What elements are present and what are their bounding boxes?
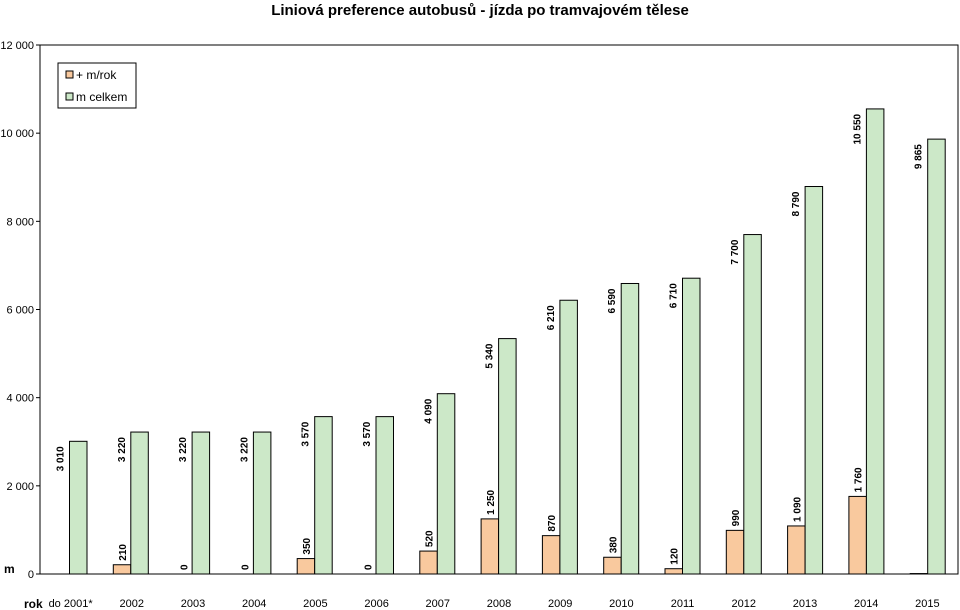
- data-label-increment: 1 760: [854, 467, 865, 492]
- data-label-total: 3 570: [362, 421, 373, 446]
- bar-total: [498, 338, 517, 575]
- x-tick-label: 2013: [793, 598, 817, 610]
- bar-total: [252, 431, 272, 575]
- x-axis-label: rok: [24, 597, 43, 610]
- x-tick-label: 2015: [915, 598, 939, 610]
- x-tick-label: 2005: [303, 598, 327, 610]
- bar-increment: [112, 564, 132, 575]
- bar-increment: [480, 518, 500, 575]
- legend-label-total: m celkem: [76, 90, 127, 104]
- x-tick-label: 2007: [426, 598, 450, 610]
- x-tick-label: 2009: [548, 598, 572, 610]
- data-label-increment: 0: [363, 564, 374, 570]
- bar-total: [191, 431, 211, 575]
- y-tick-label: 10 000: [0, 128, 34, 140]
- data-label-total: 3 010: [56, 446, 67, 471]
- x-tick-label: do 2001*: [49, 598, 94, 610]
- x-tick-label: 2014: [854, 598, 878, 610]
- data-label-increment: 1 090: [792, 496, 803, 521]
- bar-total: [69, 440, 88, 575]
- bar-total: [620, 282, 640, 575]
- data-label-total: 5 340: [485, 343, 496, 368]
- bar-total: [804, 186, 824, 575]
- data-label-total: 6 590: [607, 288, 618, 313]
- bar-total: [865, 108, 885, 575]
- data-label-total: 9 865: [914, 144, 925, 169]
- y-tick-label: 8 000: [6, 216, 34, 228]
- data-label-increment: 1 250: [486, 489, 497, 514]
- data-label-total: 6 710: [669, 283, 680, 308]
- bar-increment: [787, 525, 806, 575]
- bar-increment: [419, 550, 438, 575]
- bar-increment: [296, 558, 316, 575]
- bar-total: [682, 277, 701, 575]
- data-label-total: 7 700: [730, 239, 741, 264]
- bar-increment: [725, 529, 745, 575]
- data-label-increment: 210: [118, 544, 129, 561]
- bar-total: [314, 416, 333, 575]
- bar-increment: [664, 568, 683, 575]
- y-tick-label: 6 000: [6, 305, 34, 317]
- data-label-total: 3 220: [239, 437, 250, 462]
- data-label-increment: 380: [608, 536, 619, 553]
- data-label-total: 10 550: [852, 113, 863, 144]
- data-label-increment: 120: [670, 548, 681, 565]
- y-tick-label: 2 000: [6, 481, 34, 493]
- y-tick-label: 4 000: [6, 393, 34, 405]
- data-label-increment: 990: [731, 509, 742, 526]
- bar-increment: [848, 495, 867, 575]
- bar-total: [927, 138, 946, 575]
- bar-increment: [603, 556, 622, 575]
- x-tick-label: 2004: [242, 598, 266, 610]
- x-tick-label: 2012: [732, 598, 756, 610]
- legend-swatch-increment: [65, 70, 74, 79]
- data-label-increment: 0: [179, 564, 190, 570]
- data-label-total: 3 570: [301, 421, 312, 446]
- bar-total: [743, 234, 762, 575]
- x-tick-label: 2002: [120, 598, 144, 610]
- x-tick-label: 2011: [671, 598, 695, 610]
- chart-title: Liniová preference autobusů - jízda po t…: [271, 2, 689, 19]
- bar-increment: [541, 535, 561, 575]
- data-label-increment: 0: [241, 564, 252, 570]
- bar-total: [375, 416, 394, 575]
- data-label-increment: 350: [302, 537, 313, 554]
- y-tick-label: 12 000: [0, 40, 34, 52]
- data-label-total: 3 220: [178, 437, 189, 462]
- legend-swatch-total: [65, 92, 74, 101]
- data-label-total: 4 090: [423, 398, 434, 423]
- legend: + m/rok m celkem: [57, 62, 137, 109]
- bar-total: [436, 393, 456, 575]
- x-tick-label: 2010: [609, 598, 633, 610]
- data-label-total: 8 790: [791, 191, 802, 216]
- data-label-increment: 520: [425, 530, 436, 547]
- y-axis-label: m: [4, 562, 15, 576]
- data-label-increment: 870: [547, 515, 558, 532]
- data-label-total: 6 210: [546, 305, 557, 330]
- bar-total: [559, 299, 578, 575]
- x-tick-label: 2008: [487, 598, 511, 610]
- y-tick-label: 0: [28, 569, 34, 581]
- x-tick-label: 2006: [364, 598, 388, 610]
- legend-label-increment: + m/rok: [76, 68, 117, 82]
- data-label-total: 3 220: [117, 437, 128, 462]
- bar-total: [130, 431, 149, 575]
- x-tick-label: 2003: [181, 598, 205, 610]
